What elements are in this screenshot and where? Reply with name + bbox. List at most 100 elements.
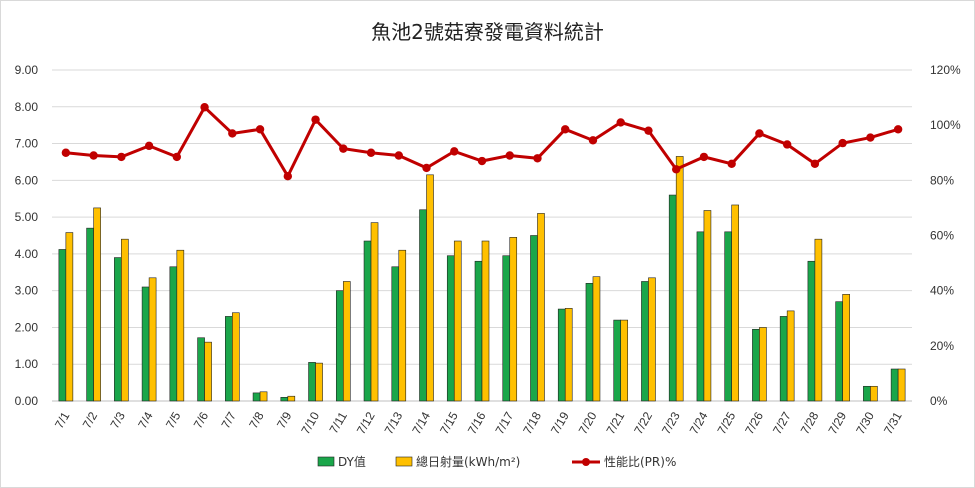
pr-point: [255, 125, 265, 134]
bar-dy: [779, 316, 788, 402]
y-right-tick-label: 80%: [930, 173, 954, 187]
y-left-tick-label: 9.00: [15, 63, 39, 77]
x-tick-label: 7/29: [825, 409, 849, 437]
x-tick-label: 7/13: [382, 409, 406, 437]
bar-irradiance: [675, 156, 684, 402]
bar-dy: [252, 392, 261, 402]
bar-irradiance: [786, 310, 795, 402]
bar-dy: [890, 368, 899, 402]
legend-swatch-marker: [582, 458, 590, 466]
pr-point: [89, 151, 98, 160]
bar-dy: [419, 209, 427, 402]
bar-irradiance: [897, 368, 906, 402]
pr-point: [172, 152, 182, 162]
bar-irradiance: [287, 395, 296, 402]
y-right-tick-label: 100%: [930, 118, 961, 132]
bar-dy: [225, 316, 233, 402]
x-tick-label: 7/12: [354, 409, 378, 437]
pr-point: [893, 125, 903, 134]
bar-irradiance: [398, 249, 407, 402]
x-tick-label: 7/17: [493, 409, 517, 437]
bar-dy: [752, 328, 760, 402]
pr-point: [505, 151, 514, 160]
bar-irradiance: [204, 341, 212, 402]
x-tick-label: 7/23: [659, 409, 683, 437]
bar-dy: [502, 255, 511, 402]
pr-point: [533, 154, 542, 163]
bar-irradiance: [509, 237, 518, 402]
bar-irradiance: [259, 391, 268, 402]
y-left-tick-label: 7.00: [15, 137, 39, 151]
x-tick-label: 7/1: [52, 409, 73, 431]
bar-dy: [280, 397, 289, 402]
y-left-tick-label: 1.00: [15, 357, 39, 371]
bar-dy: [807, 260, 816, 402]
pr-point: [561, 125, 570, 134]
x-tick-label: 7/2: [80, 409, 101, 431]
pr-point: [422, 163, 431, 173]
bar-dy: [114, 257, 122, 402]
bar-dy: [724, 231, 732, 402]
pr-point: [61, 148, 71, 157]
bar-dy: [446, 255, 455, 402]
x-tick-label: 7/10: [298, 409, 322, 437]
x-tick-label: 7/24: [687, 409, 711, 437]
bar-dy: [391, 266, 400, 402]
y-left-tick-label: 0.00: [15, 394, 39, 408]
bar-irradiance: [481, 240, 490, 402]
pr-point: [366, 148, 376, 157]
bar-dy: [197, 337, 205, 402]
bar-irradiance: [315, 362, 323, 402]
bar-irradiance: [648, 277, 656, 402]
pr-point: [228, 129, 237, 138]
bar-irradiance: [426, 174, 434, 402]
x-tick-label: 7/27: [770, 409, 794, 437]
pr-point: [644, 126, 653, 135]
bar-dy: [696, 231, 705, 402]
bar-dy: [474, 260, 483, 402]
bar-dy: [863, 385, 871, 402]
bar-irradiance: [592, 276, 601, 402]
pr-point: [727, 159, 736, 168]
pr-point: [671, 165, 681, 174]
pr-line: [65, 104, 899, 180]
bar-irradiance: [842, 294, 850, 402]
x-tick-label: 7/25: [714, 409, 738, 437]
pr-point: [311, 115, 320, 124]
bar-dy: [335, 290, 344, 402]
x-tick-label: 7/6: [191, 409, 212, 431]
bar-irradiance: [232, 312, 240, 402]
y-right-tick-label: 40%: [930, 284, 954, 298]
bar-irradiance: [759, 327, 767, 402]
bar-irradiance: [870, 385, 878, 402]
pr-point: [838, 138, 847, 148]
x-tick-label: 7/19: [548, 409, 572, 437]
y-left-tick-label: 5.00: [15, 210, 39, 224]
x-tick-label: 7/22: [631, 409, 655, 437]
bar-dy: [363, 240, 372, 402]
x-tick-label: 7/30: [853, 409, 877, 437]
x-tick-label: 7/15: [437, 409, 461, 437]
pr-point: [283, 171, 293, 181]
bar-irradiance: [703, 210, 712, 402]
y-left-tick-label: 6.00: [15, 173, 39, 187]
bar-dy: [530, 235, 538, 402]
y-right-tick-label: 20%: [930, 339, 954, 353]
x-tick-label: 7/8: [246, 409, 267, 431]
pr-point: [144, 141, 154, 151]
bar-dy: [169, 266, 178, 402]
pr-point: [394, 151, 403, 160]
x-tick-label: 7/26: [742, 409, 766, 437]
bar-dy: [613, 319, 622, 402]
pr-point: [117, 152, 126, 162]
x-tick-label: 7/18: [520, 409, 544, 437]
bar-dy: [641, 281, 649, 402]
bar-irradiance: [93, 207, 101, 402]
x-tick-label: 7/3: [107, 409, 128, 431]
x-tick-label: 7/16: [465, 409, 489, 437]
y-right-tick-label: 120%: [930, 63, 961, 77]
pr-point: [616, 118, 625, 127]
bar-irradiance: [453, 240, 462, 402]
bar-dy: [585, 283, 594, 402]
